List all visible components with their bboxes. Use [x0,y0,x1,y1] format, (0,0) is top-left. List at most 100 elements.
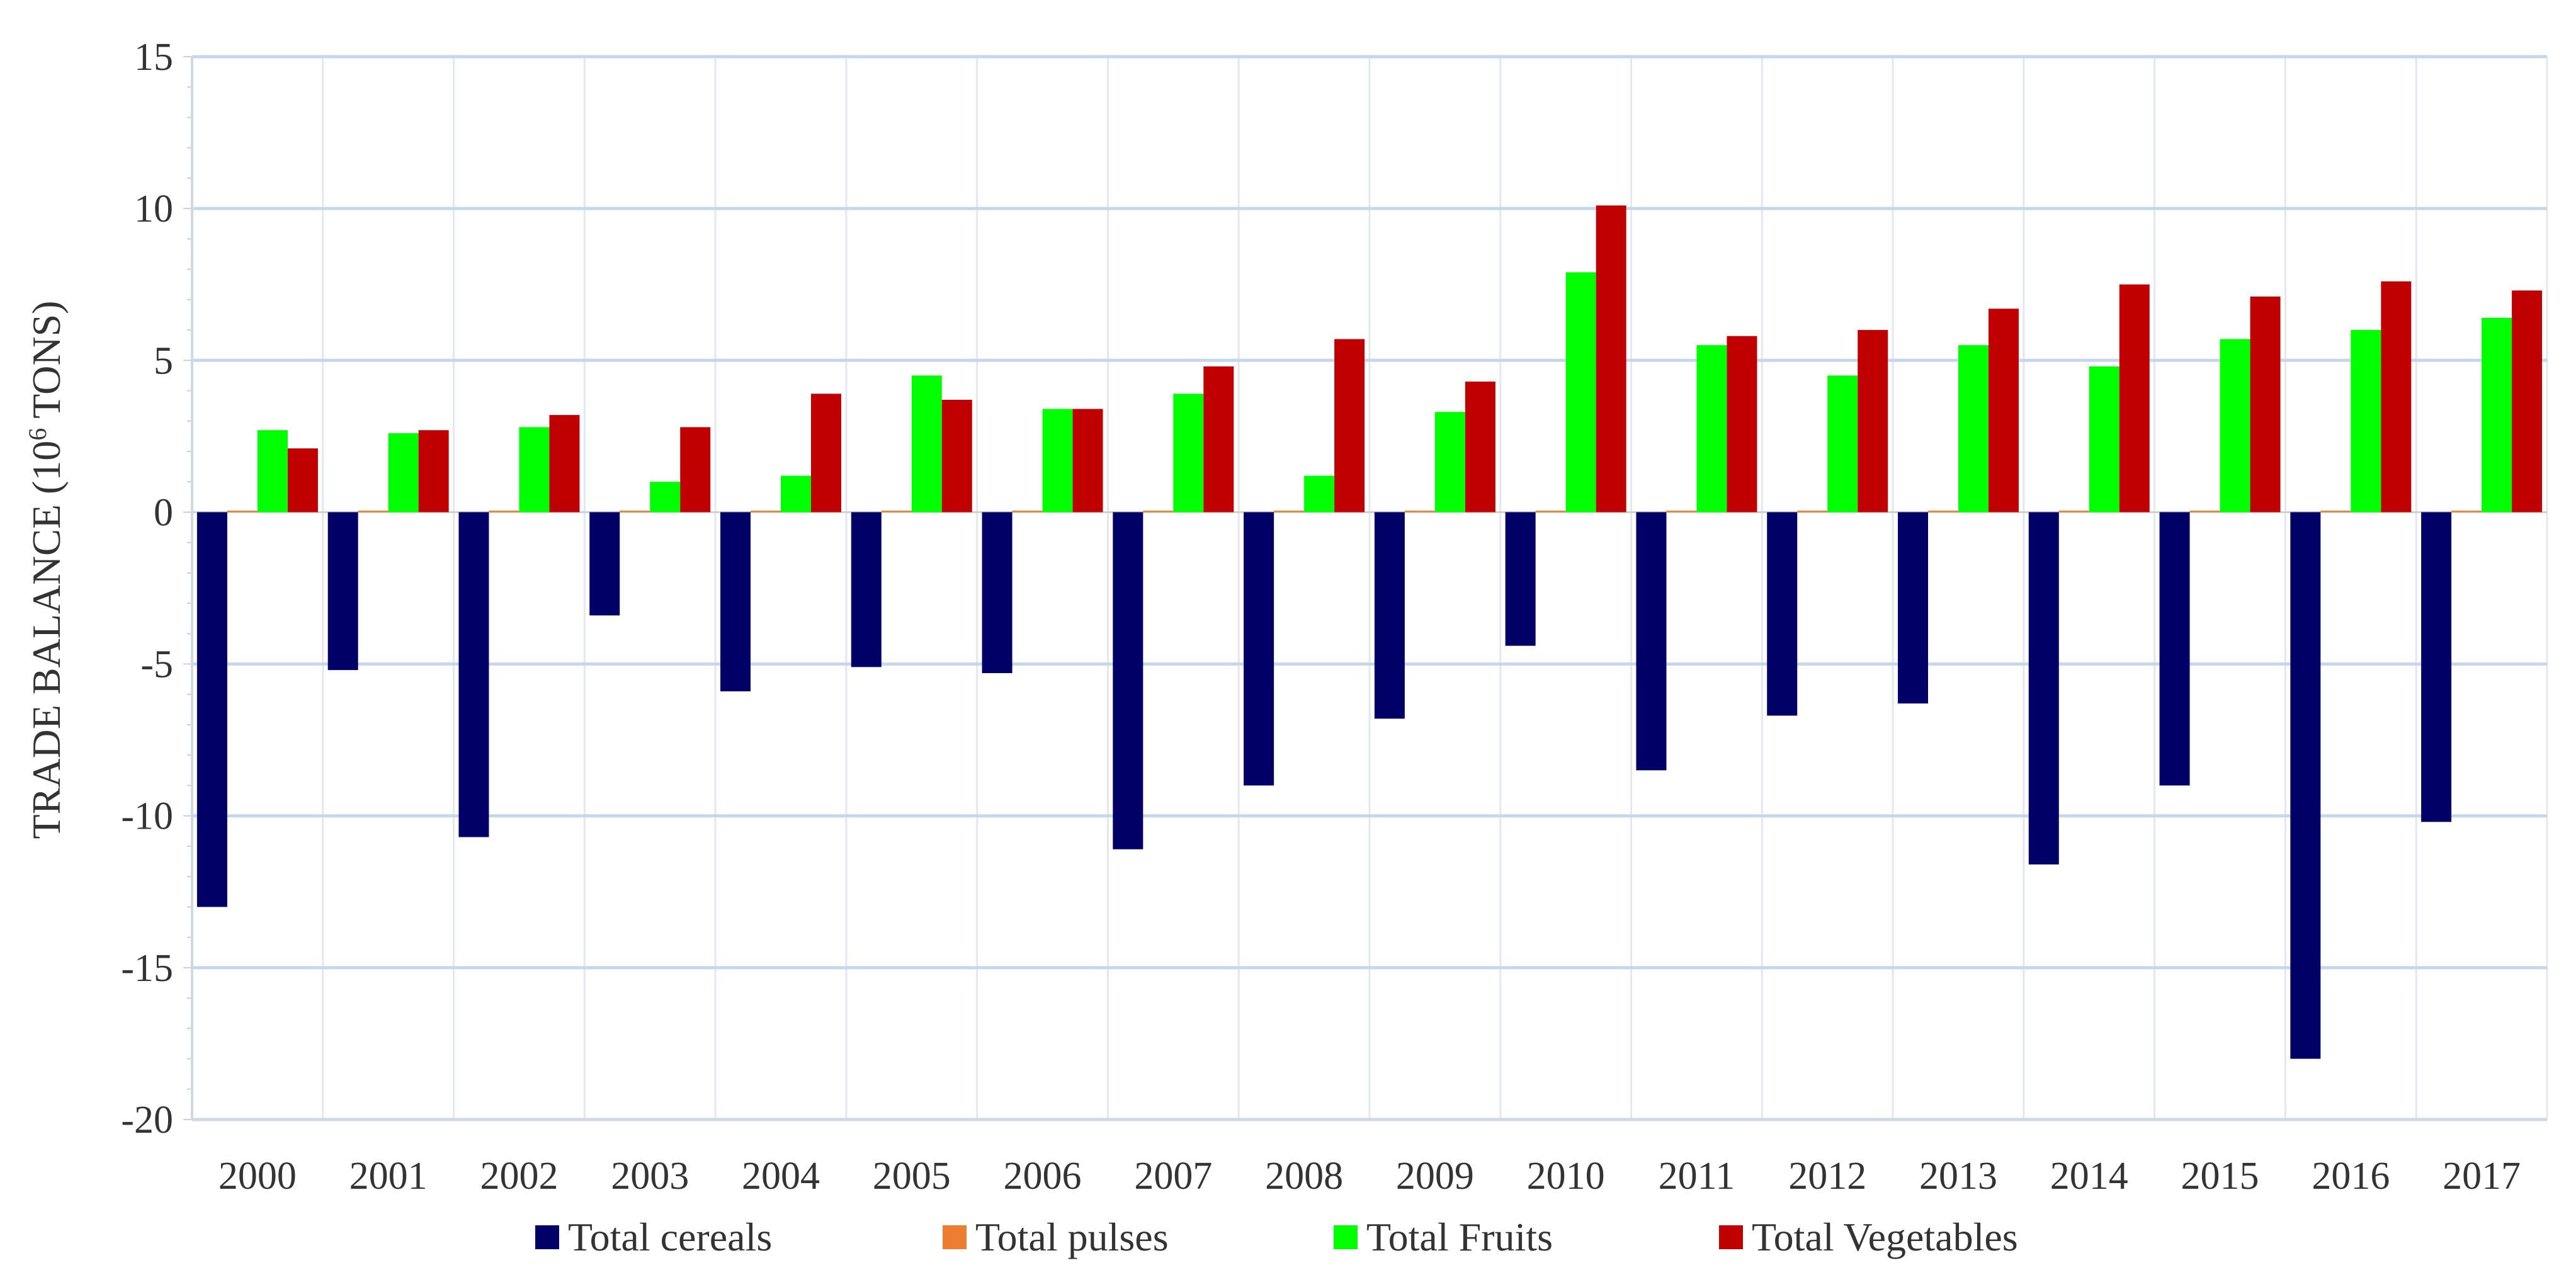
x-tick-label: 2007 [1134,1155,1212,1198]
bar-total-pulses-2011 [1666,511,1697,513]
bar-total-vegetables-2012 [1858,330,1888,513]
bar-total-pulses-2008 [1274,511,1305,513]
bar-total-cereals-2011 [1636,512,1667,771]
bar-total-pulses-2010 [1535,511,1566,513]
x-tick-label: 2017 [2443,1155,2521,1198]
x-tick-label: 2014 [2050,1155,2128,1198]
legend-swatch-total-cereals [535,1225,559,1249]
bar-total-cereals-2016 [2290,512,2321,1059]
x-tick-labels: 2000 2001 2002 2003 2004 2005 2006 2007 2008 2009… [218,1155,2521,1198]
bar-total-vegetables-2004 [811,394,841,513]
bar-total-cereals-2006 [982,512,1013,674]
axes [183,56,2547,1121]
bar-total-cereals-2005 [851,512,882,667]
gridlines [191,55,2548,1121]
bar-total-pulses-2006 [1012,511,1043,513]
bar-total-vegetables-2005 [941,399,972,513]
legend-label-total-fruits: Total Fruits [1366,1215,1553,1259]
bar-total-vegetables-2017 [2512,290,2543,513]
bar-total-vegetables-2011 [1727,336,1757,513]
bar-total-fruits-2013 [1958,345,1989,513]
y-tick-labels: 15 10 5 0 -5 -10 -15 -20 [121,36,173,1142]
bar-total-vegetables-2010 [1596,205,1626,513]
bar-total-fruits-2004 [781,475,811,513]
bar-total-fruits-2006 [1042,409,1073,513]
bar-total-cereals-2008 [1244,512,1274,786]
y-tick-label: -10 [121,795,173,838]
y-tick-label: 10 [134,188,173,230]
x-tick-label: 2001 [349,1155,428,1198]
bar-total-fruits-2009 [1434,412,1465,513]
x-tick-label: 2015 [2181,1155,2259,1198]
bar-total-cereals-2003 [589,512,620,616]
bar-total-fruits-2011 [1696,345,1727,513]
legend-swatch-total-vegetables [1719,1225,1743,1249]
bar-total-pulses-2005 [881,511,912,513]
bar-total-fruits-2012 [1827,375,1858,513]
bar-total-cereals-2007 [1113,512,1143,849]
x-tick-label: 2003 [611,1155,689,1198]
bar-total-pulses-2002 [489,511,519,513]
bar-total-fruits-2007 [1173,394,1204,513]
bar-total-vegetables-2007 [1203,366,1234,513]
bar-total-fruits-2002 [519,427,550,513]
legend-swatch-total-pulses [943,1225,967,1249]
y-tick-label: -5 [140,644,173,686]
y-tick-label: -20 [121,1099,173,1142]
y-axis-title-tail: TONS) [24,301,69,428]
bar-total-cereals-2013 [1898,512,1928,704]
bar-total-cereals-2015 [2159,512,2190,786]
bar-total-fruits-2014 [2089,366,2119,513]
y-tick-label: 5 [154,339,173,382]
bar-total-vegetables-2003 [680,427,711,513]
bar-total-vegetables-2013 [1989,309,2019,513]
bar-total-pulses-2001 [358,511,389,513]
x-tick-label: 2009 [1396,1155,1474,1198]
bar-total-pulses-2014 [2058,511,2089,513]
bar-total-pulses-2013 [1928,511,1958,513]
bar-total-pulses-2017 [2451,511,2482,513]
y-axis-title-main: TRADE BALANCE (10 [24,441,69,839]
bar-total-pulses-2003 [620,511,650,513]
bar-total-fruits-2001 [388,433,419,513]
bar-total-pulses-2004 [751,511,781,513]
bar-total-pulses-2012 [1797,511,1828,513]
bar-total-pulses-2000 [227,511,258,513]
bar-total-cereals-2012 [1767,512,1798,716]
y-axis-title-superscript: 6 [23,428,52,441]
bar-total-pulses-2009 [1404,511,1435,513]
x-tick-label: 2013 [1919,1155,1997,1198]
legend-label-total-pulses: Total pulses [975,1215,1169,1259]
y-tick-label: 0 [154,491,173,534]
bar-total-pulses-2015 [2189,511,2220,513]
x-tick-label: 2006 [1004,1155,1082,1198]
bar-total-vegetables-2000 [287,448,318,513]
bar-total-vegetables-2002 [549,415,580,513]
x-tick-label: 2016 [2312,1155,2390,1198]
bar-total-cereals-2000 [196,512,227,907]
legend-swatch-total-fruits [1334,1225,1358,1249]
bar-total-fruits-2008 [1304,475,1335,513]
bar-total-fruits-2015 [2220,339,2250,513]
bar-total-fruits-2016 [2351,330,2381,513]
bars [196,205,2543,1059]
bar-total-cereals-2002 [458,512,489,837]
legend-label-total-vegetables: Total Vegetables [1752,1215,2018,1259]
x-tick-label: 2011 [1659,1155,1735,1198]
bar-total-vegetables-2015 [2250,297,2281,513]
bar-total-pulses-2007 [1143,511,1174,513]
x-tick-label: 2010 [1527,1155,1605,1198]
bar-total-vegetables-2006 [1072,409,1103,513]
bar-total-fruits-2000 [257,430,288,513]
x-tick-label: 2008 [1265,1155,1343,1198]
bar-total-cereals-2001 [327,512,358,671]
legend: Total cereals Total pulses Total Fruits Tot… [535,1215,2018,1259]
bar-total-vegetables-2009 [1465,382,1495,513]
bar-total-fruits-2017 [2482,317,2512,513]
x-tick-label: 2002 [480,1155,558,1198]
bar-total-cereals-2014 [2028,512,2059,865]
y-axis-title: TRADE BALANCE (106 TONS) [23,301,69,839]
bar-total-vegetables-2014 [2119,284,2150,513]
bar-total-vegetables-2001 [418,430,449,513]
